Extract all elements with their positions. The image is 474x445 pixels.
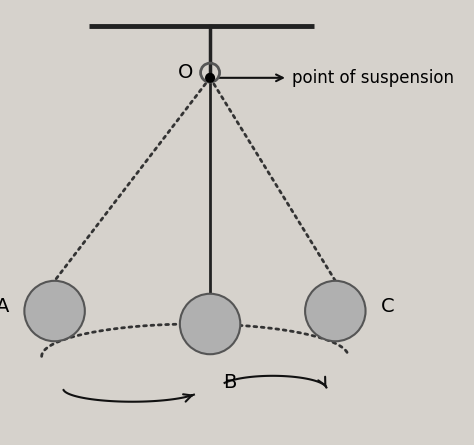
Circle shape bbox=[305, 281, 365, 341]
Text: B: B bbox=[223, 373, 237, 392]
Circle shape bbox=[180, 294, 240, 354]
Text: A: A bbox=[0, 297, 9, 316]
Text: C: C bbox=[381, 297, 394, 316]
Circle shape bbox=[24, 281, 85, 341]
Circle shape bbox=[206, 73, 214, 82]
Text: point of suspension: point of suspension bbox=[292, 69, 454, 87]
Text: O: O bbox=[177, 63, 193, 82]
